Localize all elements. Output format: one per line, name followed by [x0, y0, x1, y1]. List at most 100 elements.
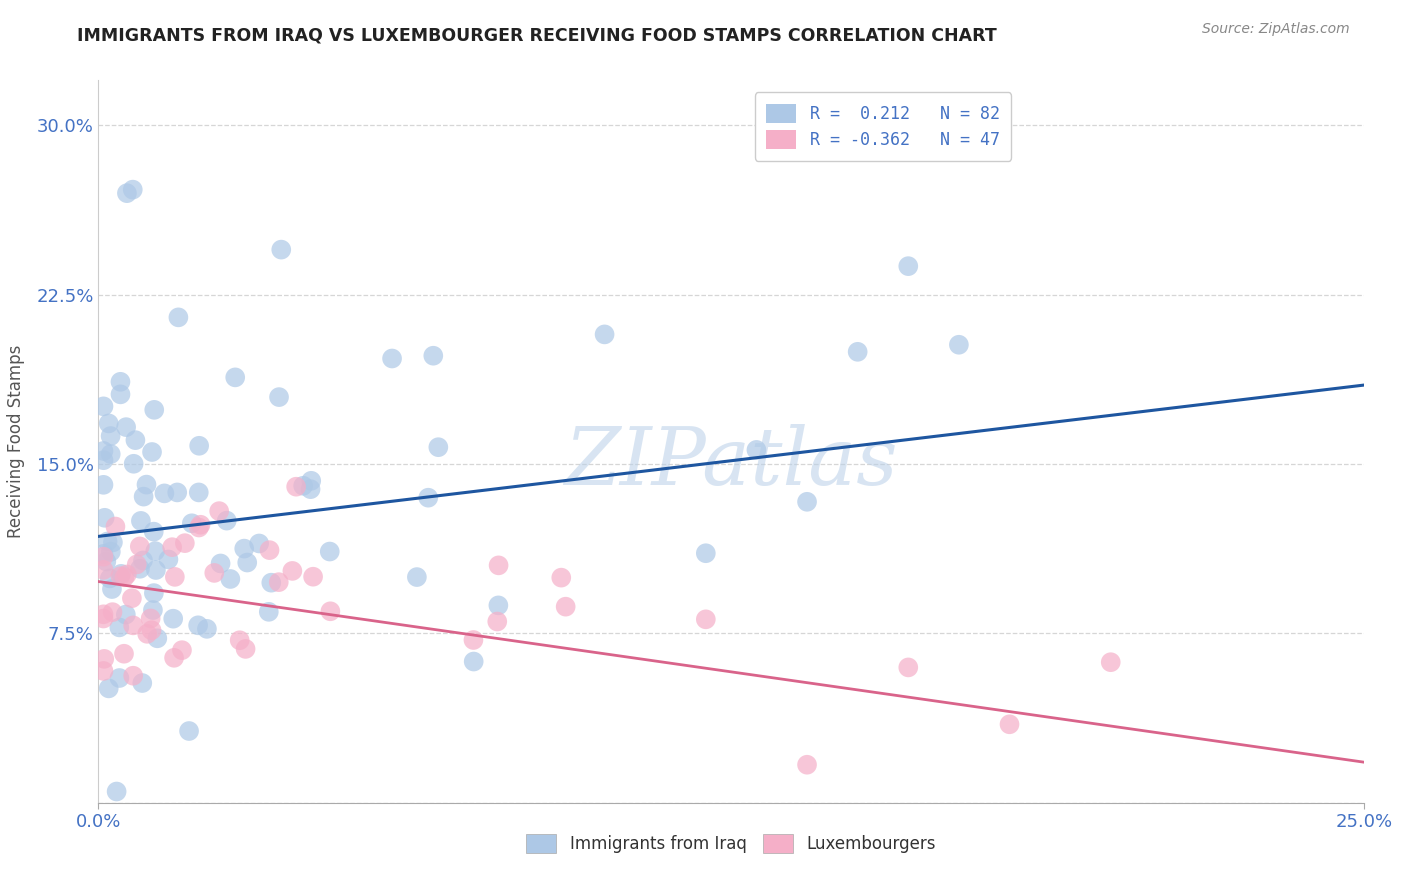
Point — [550, 571, 572, 585]
Point — [115, 186, 138, 201]
Point — [593, 327, 616, 342]
Point — [142, 603, 165, 617]
Point — [170, 643, 193, 657]
Point — [93, 400, 115, 414]
Point — [93, 453, 115, 467]
Point — [142, 524, 165, 539]
Point — [98, 571, 121, 585]
Point — [132, 553, 155, 567]
Point — [122, 669, 145, 683]
Point — [93, 607, 115, 622]
Point — [153, 486, 176, 500]
Point — [122, 457, 145, 471]
Point — [897, 259, 920, 273]
Point — [122, 618, 145, 632]
Point — [554, 599, 576, 614]
Point — [141, 445, 163, 459]
Point — [121, 183, 143, 197]
Point — [93, 444, 115, 458]
Point — [202, 566, 225, 580]
Point — [745, 442, 768, 457]
Point — [998, 717, 1021, 731]
Point — [93, 510, 115, 524]
Point — [93, 549, 115, 564]
Point — [135, 477, 157, 491]
Point — [418, 491, 440, 505]
Point — [463, 632, 485, 647]
Point — [173, 536, 195, 550]
Point — [115, 420, 138, 434]
Point — [236, 556, 259, 570]
Point — [235, 641, 257, 656]
Point — [228, 633, 250, 648]
Point — [166, 485, 188, 500]
Point — [285, 480, 308, 494]
Point — [143, 402, 166, 417]
Point — [104, 519, 127, 533]
Point — [187, 485, 209, 500]
Point — [139, 611, 162, 625]
Point — [114, 607, 136, 622]
Point — [100, 545, 122, 559]
Point — [208, 504, 231, 518]
Point — [188, 439, 211, 453]
Point — [160, 540, 183, 554]
Point — [406, 570, 429, 584]
Point — [129, 562, 152, 576]
Point — [180, 516, 202, 531]
Point — [110, 375, 132, 389]
Point — [267, 390, 290, 404]
Point — [100, 447, 122, 461]
Point — [101, 535, 124, 549]
Point — [93, 547, 115, 561]
Point — [260, 575, 283, 590]
Point — [163, 650, 186, 665]
Point — [695, 612, 717, 626]
Point — [136, 627, 159, 641]
Point — [257, 605, 280, 619]
Point — [695, 546, 717, 560]
Point — [247, 536, 270, 550]
Point — [93, 652, 115, 666]
Point — [267, 575, 290, 590]
Point — [129, 514, 152, 528]
Point — [121, 591, 143, 606]
Point — [132, 490, 155, 504]
Point — [96, 534, 118, 549]
Point — [897, 660, 920, 674]
Point — [105, 784, 128, 798]
Point — [110, 569, 132, 583]
Point — [97, 681, 120, 696]
Point — [100, 429, 122, 443]
Point — [96, 554, 118, 568]
Point — [195, 622, 218, 636]
Point — [209, 557, 232, 571]
Point — [299, 482, 322, 496]
Point — [796, 495, 818, 509]
Point — [97, 417, 120, 431]
Point — [131, 676, 153, 690]
Point — [319, 544, 342, 558]
Point — [141, 624, 163, 638]
Point — [143, 544, 166, 558]
Point — [93, 611, 115, 625]
Point — [190, 517, 212, 532]
Point — [1099, 655, 1122, 669]
Point — [157, 552, 180, 566]
Point — [108, 620, 131, 634]
Point — [486, 615, 509, 629]
Y-axis label: Receiving Food Stamps: Receiving Food Stamps — [7, 345, 25, 538]
Text: Source: ZipAtlas.com: Source: ZipAtlas.com — [1202, 22, 1350, 37]
Point — [101, 582, 124, 596]
Point — [142, 586, 165, 600]
Point — [486, 599, 509, 613]
Point — [270, 243, 292, 257]
Point — [114, 570, 136, 584]
Point — [108, 671, 131, 685]
Point — [292, 479, 315, 493]
Point — [281, 564, 304, 578]
Point — [110, 566, 132, 581]
Point — [302, 570, 325, 584]
Point — [233, 541, 256, 556]
Point — [177, 724, 200, 739]
